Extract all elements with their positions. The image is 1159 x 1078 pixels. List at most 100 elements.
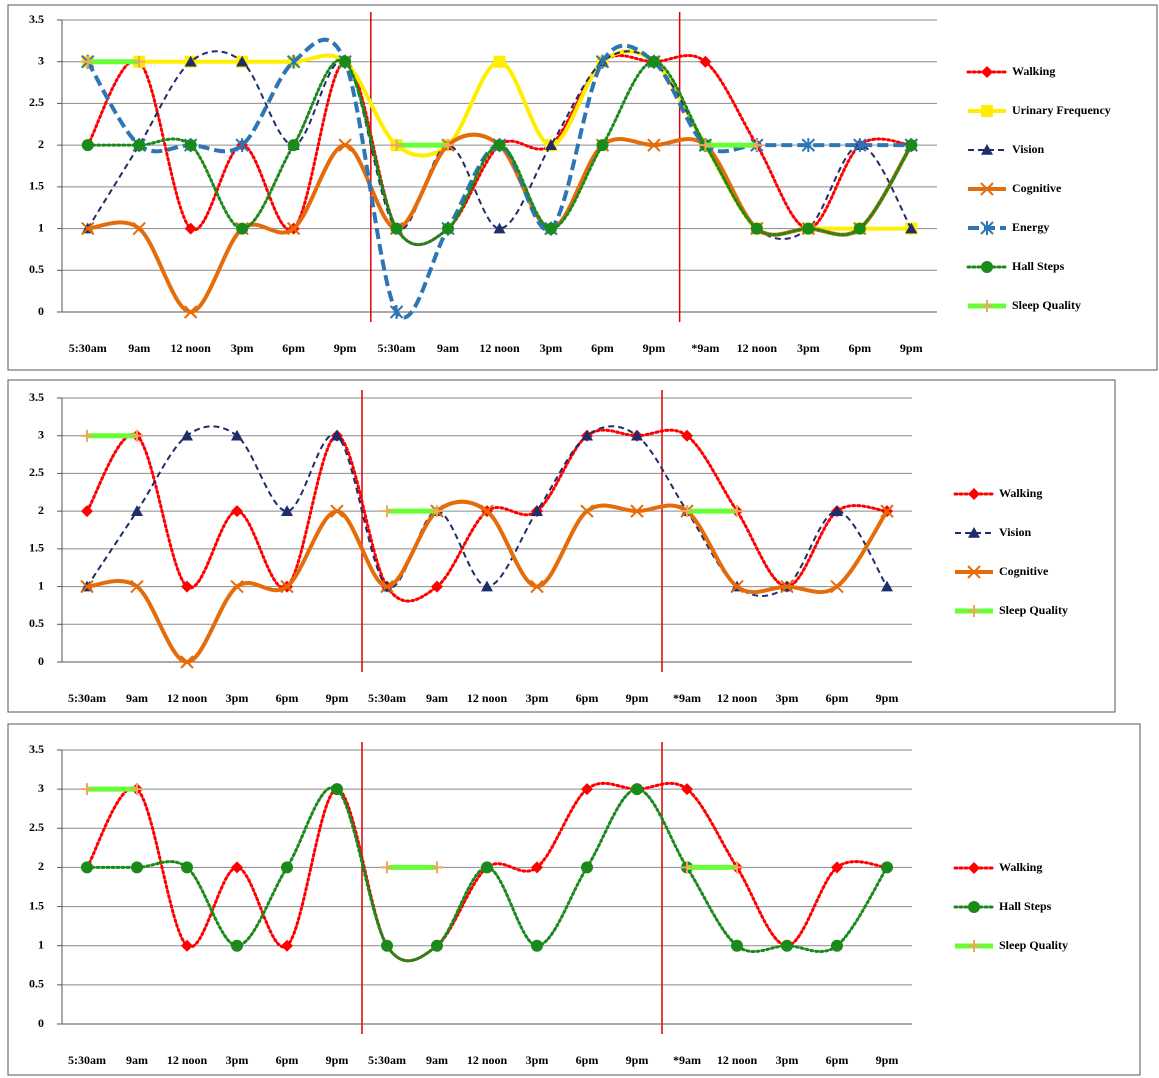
marker bbox=[431, 861, 443, 874]
legend-label: Urinary Frequency bbox=[1012, 103, 1111, 117]
marker bbox=[131, 783, 143, 796]
marker bbox=[981, 300, 993, 312]
x-tick-label: 9am bbox=[426, 1053, 448, 1067]
x-tick-label: 5:30am bbox=[368, 1053, 406, 1067]
marker bbox=[390, 139, 403, 152]
marker bbox=[801, 138, 816, 153]
marker bbox=[80, 579, 94, 594]
marker bbox=[681, 505, 693, 518]
marker bbox=[981, 261, 993, 273]
marker bbox=[981, 66, 993, 78]
legend-label: Hall Steps bbox=[1012, 259, 1065, 273]
y-tick-label: 3 bbox=[38, 53, 44, 67]
marker bbox=[780, 579, 794, 594]
marker bbox=[287, 139, 300, 152]
marker bbox=[331, 429, 343, 441]
marker bbox=[581, 429, 593, 441]
x-tick-label: 6pm bbox=[591, 341, 614, 355]
marker bbox=[531, 939, 543, 952]
legend-label: Vision bbox=[1012, 142, 1045, 156]
marker bbox=[380, 579, 394, 594]
marker bbox=[981, 144, 993, 155]
legend-label: Vision bbox=[999, 525, 1032, 539]
marker bbox=[81, 429, 93, 442]
marker bbox=[493, 222, 506, 234]
x-tick-label: 12 noon bbox=[167, 691, 208, 705]
marker bbox=[181, 861, 193, 874]
x-tick-label: 12 noon bbox=[717, 1053, 758, 1067]
marker bbox=[81, 55, 94, 68]
x-tick-label: 3pm bbox=[526, 1053, 549, 1067]
marker bbox=[647, 138, 661, 152]
x-tick-label: 9pm bbox=[643, 341, 666, 355]
marker bbox=[230, 579, 244, 594]
marker bbox=[235, 138, 249, 153]
y-tick-label: 3 bbox=[38, 781, 44, 795]
marker bbox=[980, 221, 994, 235]
x-tick-label: 9pm bbox=[334, 341, 357, 355]
marker bbox=[81, 221, 95, 236]
marker bbox=[183, 305, 198, 319]
y-tick-label: 0 bbox=[38, 654, 44, 668]
x-tick-label: 6pm bbox=[848, 341, 871, 355]
x-tick-label: 6pm bbox=[576, 691, 599, 705]
marker bbox=[236, 222, 249, 235]
y-tick-label: 1.5 bbox=[29, 898, 44, 912]
marker bbox=[631, 783, 643, 796]
x-tick-label: 6pm bbox=[576, 1053, 599, 1067]
marker bbox=[81, 783, 93, 796]
marker bbox=[881, 861, 893, 874]
legend-label: Sleep Quality bbox=[1012, 298, 1081, 312]
marker bbox=[731, 939, 743, 952]
marker bbox=[905, 139, 918, 152]
marker bbox=[184, 222, 197, 235]
marker bbox=[442, 222, 455, 235]
legend-label: Sleep Quality bbox=[999, 603, 1068, 617]
marker bbox=[781, 939, 793, 952]
marker bbox=[981, 105, 993, 117]
marker bbox=[133, 55, 146, 68]
marker bbox=[481, 580, 493, 592]
x-tick-label: 3pm bbox=[776, 1053, 799, 1067]
y-tick-label: 2 bbox=[38, 137, 44, 151]
y-tick-label: 2 bbox=[38, 859, 44, 873]
marker bbox=[338, 138, 352, 152]
marker bbox=[830, 579, 844, 594]
marker bbox=[631, 429, 643, 441]
y-tick-label: 1.5 bbox=[29, 179, 44, 193]
marker bbox=[531, 861, 543, 874]
marker bbox=[493, 139, 506, 152]
marker bbox=[381, 939, 393, 952]
x-tick-label: 3pm bbox=[526, 691, 549, 705]
x-tick-label: *9am bbox=[673, 1053, 701, 1067]
marker bbox=[831, 861, 843, 874]
marker bbox=[339, 55, 352, 68]
x-tick-label: 12 noon bbox=[170, 341, 211, 355]
marker bbox=[130, 579, 144, 594]
x-tick-label: 12 noon bbox=[467, 691, 508, 705]
marker bbox=[231, 939, 243, 952]
marker bbox=[831, 505, 843, 516]
marker bbox=[132, 221, 146, 236]
y-tick-label: 0.5 bbox=[29, 616, 44, 630]
x-tick-label: 3pm bbox=[540, 341, 563, 355]
marker bbox=[699, 139, 712, 152]
x-tick-label: 9pm bbox=[326, 691, 349, 705]
x-tick-label: 9am bbox=[126, 1053, 148, 1067]
marker bbox=[180, 655, 194, 669]
marker bbox=[731, 505, 743, 518]
marker bbox=[731, 861, 743, 874]
marker bbox=[968, 605, 980, 617]
y-tick-label: 3.5 bbox=[29, 390, 44, 404]
x-tick-label: 3pm bbox=[776, 691, 799, 705]
y-tick-label: 3 bbox=[38, 427, 44, 441]
marker bbox=[231, 505, 243, 518]
marker bbox=[967, 565, 981, 579]
y-tick-label: 3.5 bbox=[29, 12, 44, 26]
marker bbox=[968, 488, 980, 500]
marker bbox=[231, 861, 243, 874]
marker bbox=[431, 580, 443, 593]
marker bbox=[531, 505, 543, 516]
marker bbox=[581, 783, 593, 796]
